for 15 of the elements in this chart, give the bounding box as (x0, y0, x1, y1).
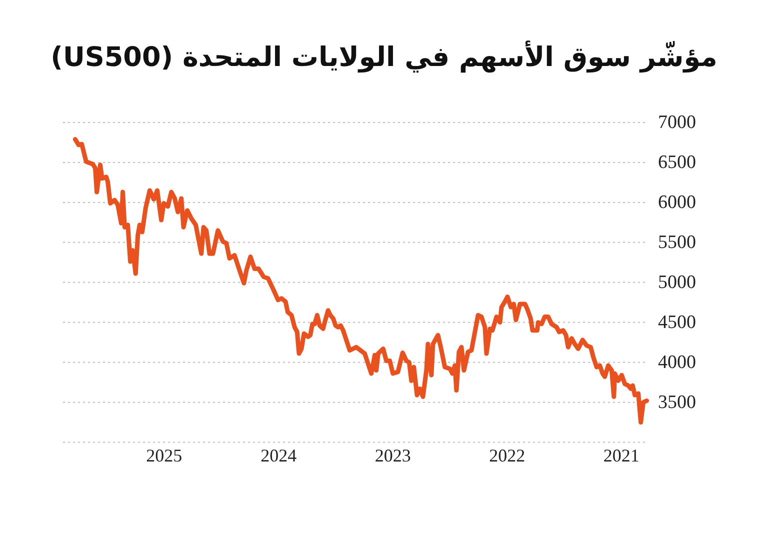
y-tick-label: 5500 (658, 232, 696, 253)
y-tick-label: 7000 (658, 112, 696, 133)
y-tick-label: 4000 (658, 352, 696, 373)
line-series (72, 137, 649, 425)
x-tick-label: 2023 (374, 445, 411, 466)
x-tick-label: 2022 (489, 445, 526, 466)
y-tick-label: 5000 (658, 272, 696, 293)
y-tick-label: 4500 (658, 312, 696, 333)
x-tick-label: 2025 (146, 445, 182, 466)
x-tick-label: 2024 (260, 445, 297, 466)
y-tick-label: 6000 (658, 192, 696, 213)
y-tick-label: 3500 (658, 392, 696, 413)
x-tick-label: 2021 (603, 445, 640, 466)
y-tick-label: 6500 (658, 152, 696, 173)
chart-title: مؤشّر سوق الأسهم في الولايات المتحدة (US500) (50, 40, 718, 73)
